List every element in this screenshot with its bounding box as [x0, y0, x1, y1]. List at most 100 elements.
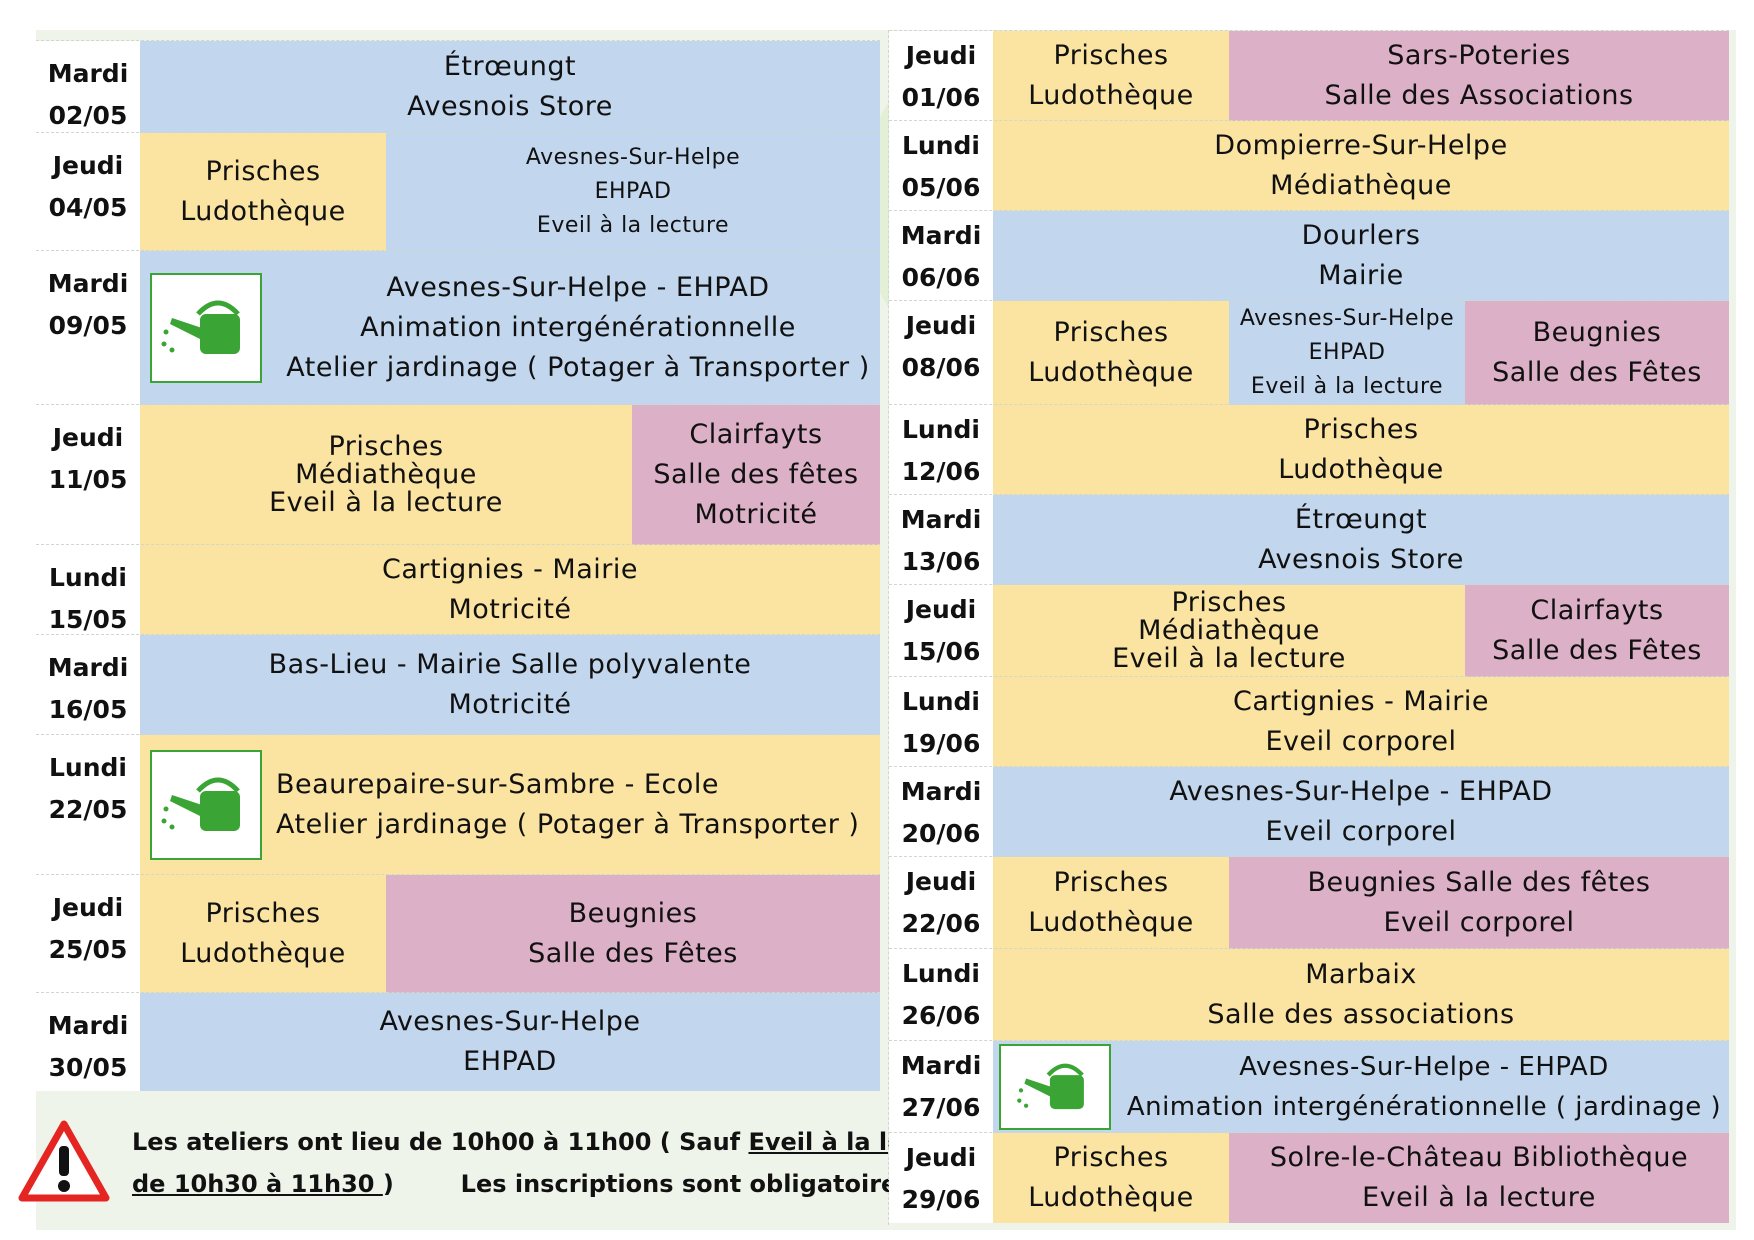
activity-label: Eveil à la lecture [1112, 643, 1346, 674]
session-cell: Bas-Lieu - Mairie Salle polyvalente Motri… [140, 635, 880, 735]
session-cell: Cartignies - Mairie Motricité [140, 545, 880, 635]
day-label: Mardi [47, 1011, 129, 1040]
venue-label: Ludothèque [180, 196, 346, 227]
town-label: Clairfayts [1530, 595, 1664, 626]
table-row: Mardi 16/05 Bas-Lieu - Mairie Salle polyv… [36, 634, 880, 735]
day-label: Jeudi [905, 595, 977, 624]
date-cell: Mardi 06/06 [889, 211, 993, 301]
date-label: 29/06 [901, 1185, 981, 1214]
date-label: 02/05 [48, 101, 128, 130]
date-label: 15/06 [901, 637, 981, 666]
watering-can-icon [150, 750, 262, 860]
date-cell: Mardi 13/06 [889, 495, 993, 585]
date-cell: Lundi 22/05 [36, 735, 140, 875]
table-row: Mardi 30/05 Avesnes-Sur-Helpe EHPAD [36, 992, 880, 1091]
table-row: Lundi 26/06 Marbaix Salle des associations [889, 948, 1729, 1041]
day-label: Lundi [49, 563, 127, 592]
day-label: Mardi [900, 1051, 982, 1080]
town-label: Sars-Poteries [1387, 40, 1571, 71]
venue-label: Avesnois Store [407, 91, 613, 122]
town-label: Prisches [1053, 1142, 1169, 1173]
day-label: Mardi [47, 269, 129, 298]
table-row: Mardi 02/05 Étrœungt Avesnois Store [36, 40, 880, 133]
venue-label: Salle des Fêtes [1492, 635, 1702, 666]
session-cell: Prisches Médiathèque Eveil à la lecture [140, 405, 632, 545]
activity-label: Eveil à la lecture [1362, 1182, 1596, 1213]
session-cell: Sars-Poteries Salle des Associations [1229, 31, 1729, 121]
date-cell: Lundi 26/06 [889, 949, 993, 1041]
date-cell: Mardi 09/05 [36, 251, 140, 405]
session-cell: Dourlers Mairie [993, 211, 1729, 301]
date-label: 01/06 [901, 83, 981, 112]
town-label: Avesnes-Sur-Helpe [1239, 306, 1455, 331]
activity-label: Eveil à la lecture [1250, 374, 1444, 399]
table-row: Lundi 15/05 Cartignies - Mairie Motricité [36, 544, 880, 635]
session-cell: Solre-le-Château Bibliothèque Eveil à la … [1229, 1133, 1729, 1223]
session-cell: Avesnes-Sur-Helpe - EHPAD Animation inter… [140, 251, 880, 405]
activity-label: Eveil corporel [1265, 816, 1457, 847]
day-label: Lundi [902, 131, 980, 160]
date-label: 22/06 [901, 909, 981, 938]
watering-can-icon [999, 1044, 1111, 1130]
town-label: Avesnes-Sur-Helpe - EHPAD [1169, 776, 1553, 807]
session-cell: Dompierre-Sur-Helpe Médiathèque [993, 121, 1729, 211]
activity-label: Eveil à la lecture [269, 487, 503, 518]
session-cell: Marbaix Salle des associations [993, 949, 1729, 1041]
town-label: Beugnies Salle des fêtes [1307, 867, 1651, 898]
date-label: 15/05 [48, 605, 128, 634]
town-label: Avesnes-Sur-Helpe - EHPAD [1239, 1052, 1609, 1082]
town-label: Avesnes-Sur-Helpe [379, 1006, 641, 1037]
date-cell: Lundi 19/06 [889, 677, 993, 767]
notice-box: Les ateliers ont lieu de 10h00 à 11h00 (… [18, 1095, 974, 1230]
day-label: Jeudi [52, 893, 124, 922]
session-cell: Prisches Ludothèque [993, 405, 1729, 495]
session-cell: Prisches Ludothèque [993, 301, 1229, 405]
table-row: Jeudi 15/06 Prisches Médiathèque Eveil à la… [889, 584, 1729, 677]
session-cell: Étrœungt Avesnois Store [993, 495, 1729, 585]
day-label: Mardi [900, 221, 982, 250]
table-row: Jeudi 11/05 Prisches Médiathèque Eveil à la… [36, 404, 880, 545]
date-cell: Lundi 05/06 [889, 121, 993, 211]
venue-label: Médiathèque [1270, 170, 1452, 201]
venue-label: Ludothèque [1278, 454, 1444, 485]
session-cell: Clairfayts Salle des fêtes Motricité [632, 405, 880, 545]
venue-label: Salle des associations [1207, 999, 1515, 1030]
date-label: 06/06 [901, 263, 981, 292]
session-cell: Avesnes-Sur-Helpe - EHPAD Animation inter… [993, 1041, 1729, 1133]
venue-label: Mairie [1318, 260, 1404, 291]
venue-label: Médiathèque [295, 459, 477, 490]
table-row: Jeudi 29/06 Prisches Ludothèque Solre-le-C… [889, 1132, 1729, 1223]
session-cell: Prisches Ludothèque [993, 1133, 1229, 1223]
session-cell: Prisches Ludothèque [140, 133, 386, 251]
date-label: 20/06 [901, 819, 981, 848]
town-label: Marbaix [1305, 959, 1417, 990]
table-row: Lundi 12/06 Prisches Ludothèque [889, 404, 1729, 495]
date-label: 08/06 [901, 353, 981, 382]
activity-label: Motricité [448, 594, 572, 625]
session-cell: Cartignies - Mairie Eveil corporel [993, 677, 1729, 767]
town-label: Dompierre-Sur-Helpe [1214, 130, 1508, 161]
town-label: Prisches [205, 898, 321, 929]
date-cell: Jeudi 15/06 [889, 585, 993, 677]
day-label: Lundi [49, 753, 127, 782]
notice-hours: Les ateliers ont lieu de 10h00 à 11h00 (… [132, 1127, 749, 1156]
table-row: Lundi 22/05 Beaurepaire-sur-Sambre - Ecol… [36, 734, 880, 875]
day-label: Jeudi [52, 423, 124, 452]
watering-can-icon [150, 273, 262, 383]
day-label: Jeudi [905, 867, 977, 896]
schedule-may: Mardi 02/05 Étrœungt Avesnois Store Jeudi 0… [36, 40, 880, 1095]
date-label: 25/05 [48, 935, 128, 964]
date-label: 30/05 [48, 1053, 128, 1082]
date-label: 16/05 [48, 695, 128, 724]
date-cell: Jeudi 29/06 [889, 1133, 993, 1223]
date-label: 27/06 [901, 1093, 981, 1122]
date-cell: Jeudi 11/05 [36, 405, 140, 545]
activity-label: Eveil corporel [1265, 726, 1457, 757]
date-label: 11/05 [48, 465, 128, 494]
date-label: 12/06 [901, 457, 981, 486]
activity-label: Animation intergénérationnelle [360, 312, 796, 343]
date-label: 09/05 [48, 311, 128, 340]
session-cell: Étrœungt Avesnois Store [140, 41, 880, 133]
town-label: Étrœungt [443, 51, 577, 82]
table-row: Mardi 27/06 Avesnes-Sur-Helpe - EHPAD Anim… [889, 1040, 1729, 1133]
